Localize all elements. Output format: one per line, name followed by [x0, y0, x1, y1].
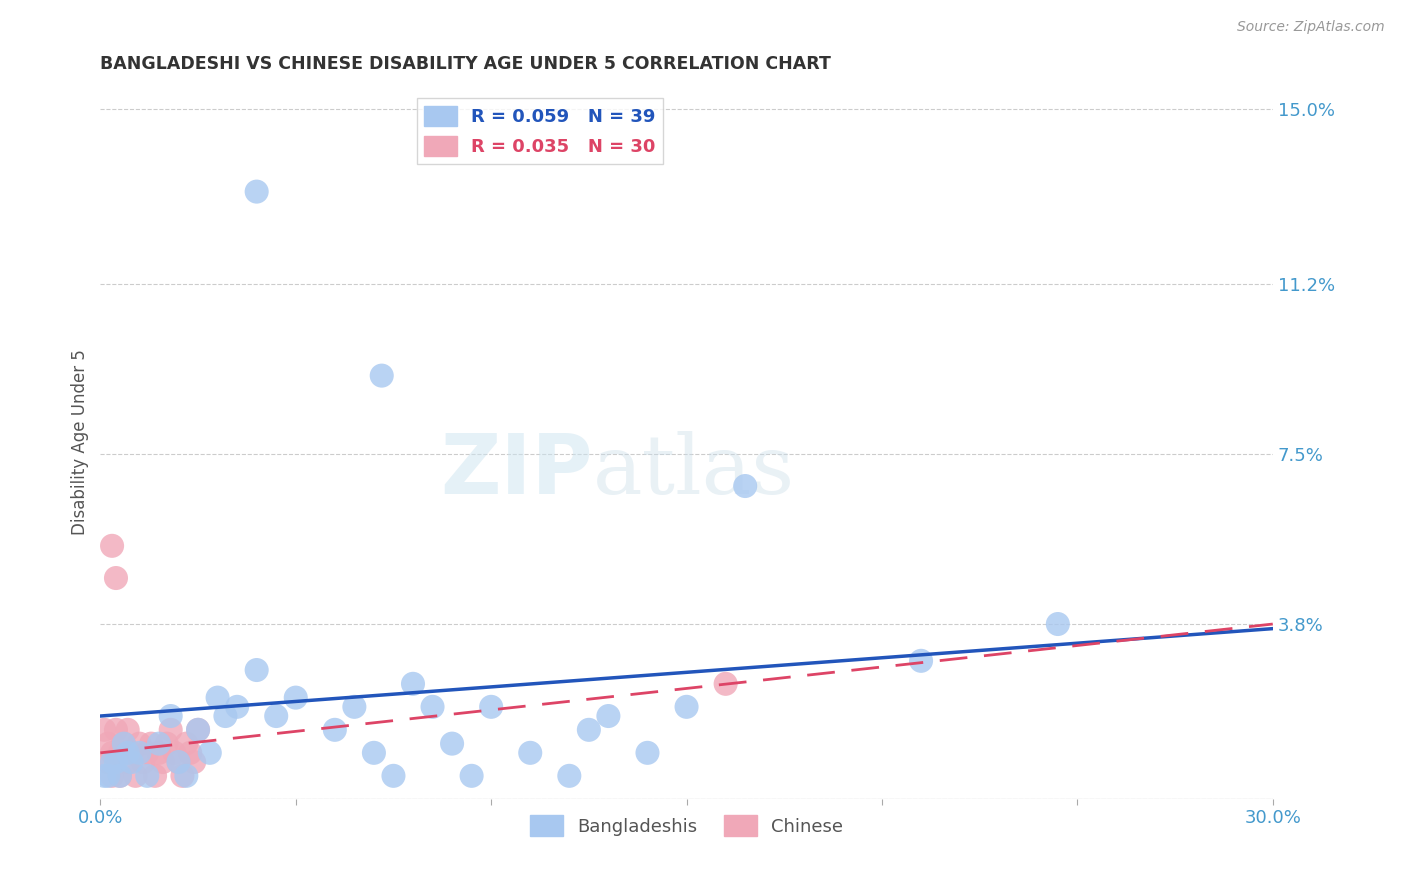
Point: [460, 769, 482, 783]
Point: [121, 755, 143, 769]
Point: [97, 737, 120, 751]
Point: [159, 709, 181, 723]
Point: [714, 677, 737, 691]
Point: [136, 746, 159, 760]
Point: [93, 723, 115, 737]
Point: [128, 746, 150, 760]
Point: [198, 746, 221, 760]
Point: [104, 571, 127, 585]
Point: [159, 723, 181, 737]
Point: [187, 723, 209, 737]
Point: [121, 746, 143, 760]
Point: [136, 769, 159, 783]
Point: [108, 769, 131, 783]
Point: [172, 769, 194, 783]
Point: [97, 769, 120, 783]
Point: [117, 755, 139, 769]
Point: [598, 709, 620, 723]
Y-axis label: Disability Age Under 5: Disability Age Under 5: [72, 350, 89, 535]
Point: [176, 737, 198, 751]
Point: [910, 654, 932, 668]
Text: ZIP: ZIP: [440, 430, 593, 511]
Point: [108, 746, 131, 760]
Text: atlas: atlas: [593, 431, 794, 511]
Point: [152, 755, 174, 769]
Point: [101, 769, 124, 783]
Point: [214, 709, 236, 723]
Point: [441, 737, 464, 751]
Point: [519, 746, 541, 760]
Point: [141, 737, 163, 751]
Point: [128, 737, 150, 751]
Point: [637, 746, 659, 760]
Point: [132, 755, 155, 769]
Point: [675, 699, 697, 714]
Point: [176, 769, 198, 783]
Point: [558, 769, 581, 783]
Point: [207, 690, 229, 705]
Point: [104, 723, 127, 737]
Point: [156, 737, 179, 751]
Point: [148, 746, 170, 760]
Point: [112, 737, 135, 751]
Point: [179, 746, 201, 760]
Legend: Bangladeshis, Chinese: Bangladeshis, Chinese: [523, 808, 851, 843]
Point: [101, 746, 124, 760]
Point: [148, 737, 170, 751]
Point: [143, 769, 166, 783]
Point: [124, 769, 146, 783]
Point: [479, 699, 502, 714]
Point: [117, 746, 139, 760]
Point: [323, 723, 346, 737]
Point: [187, 723, 209, 737]
Point: [246, 185, 269, 199]
Point: [284, 690, 307, 705]
Point: [163, 746, 186, 760]
Point: [183, 755, 205, 769]
Text: BANGLADESHI VS CHINESE DISABILITY AGE UNDER 5 CORRELATION CHART: BANGLADESHI VS CHINESE DISABILITY AGE UN…: [100, 55, 831, 73]
Point: [167, 755, 190, 769]
Point: [104, 755, 127, 769]
Point: [93, 769, 115, 783]
Point: [117, 723, 139, 737]
Point: [226, 699, 249, 714]
Point: [371, 368, 394, 383]
Text: Source: ZipAtlas.com: Source: ZipAtlas.com: [1237, 20, 1385, 34]
Point: [167, 755, 190, 769]
Point: [246, 663, 269, 677]
Point: [1046, 617, 1069, 632]
Point: [264, 709, 287, 723]
Point: [422, 699, 444, 714]
Point: [343, 699, 366, 714]
Point: [112, 737, 135, 751]
Point: [578, 723, 600, 737]
Point: [108, 769, 131, 783]
Point: [402, 677, 425, 691]
Point: [97, 755, 120, 769]
Point: [382, 769, 405, 783]
Point: [734, 479, 756, 493]
Point: [363, 746, 385, 760]
Point: [101, 539, 124, 553]
Point: [101, 755, 124, 769]
